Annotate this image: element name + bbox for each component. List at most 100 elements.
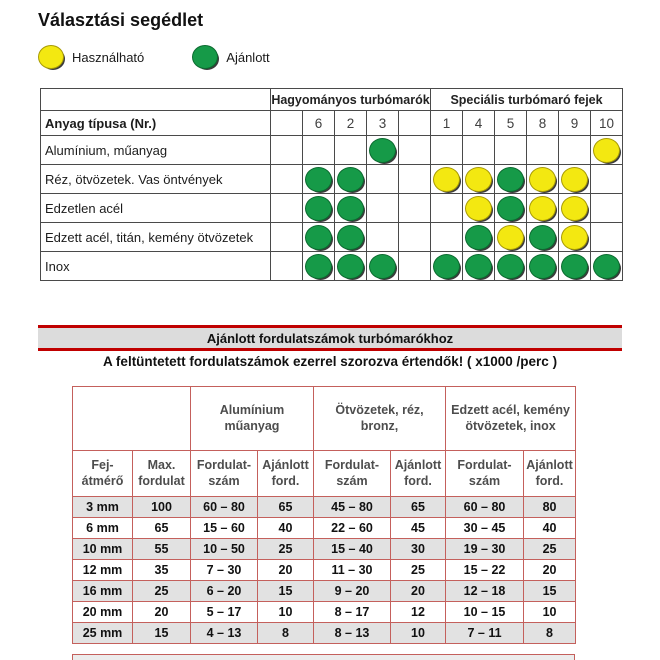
cutter-number-cell: 5	[494, 110, 527, 136]
recommended-dot-icon	[529, 224, 556, 250]
recommended-dot-icon	[497, 253, 524, 279]
cutter-number-cell: 2	[334, 110, 367, 136]
matrix-cell	[270, 135, 303, 165]
matrix-cell	[430, 135, 463, 165]
speed-subtitle: A feltüntetett fordulatszámok ezerrel sz…	[102, 354, 558, 369]
cutoff-next-row	[72, 654, 575, 660]
cutter-number-cell	[270, 110, 303, 136]
speed-value-cell: 25	[257, 538, 314, 560]
recommended-dot-icon	[337, 195, 364, 221]
speed-column-header: Max. fordulat	[132, 450, 191, 497]
speed-value-cell: 60 – 80	[445, 496, 525, 518]
matrix-row: Inox	[40, 251, 624, 281]
matrix-cell	[334, 135, 367, 165]
head-diameter-cell: 12 mm	[72, 559, 133, 581]
head-diameter-cell: 16 mm	[72, 580, 133, 602]
head-diameter-cell: 25 mm	[72, 622, 133, 644]
matrix-row: Edzett acél, titán, kemény ötvözetek	[40, 222, 624, 252]
legend-item-usable: Használható	[38, 45, 144, 69]
usable-dot-icon	[465, 195, 492, 221]
material-label: Alumínium, műanyag	[40, 135, 271, 165]
speed-column-header: Fordulat-szám	[445, 450, 525, 497]
matrix-cell	[366, 164, 399, 194]
speed-value-cell: 15 – 22	[445, 559, 525, 581]
speed-value-cell: 10	[523, 601, 577, 623]
matrix-cell	[302, 251, 335, 281]
speed-banner: Ajánlott fordulatszámok turbómarókhoz	[38, 325, 622, 351]
recommended-dot-icon	[465, 253, 492, 279]
speed-value-cell: 15 – 60	[190, 517, 258, 539]
speed-group-header: Edzett acél, kemény ötvözetek, inox	[445, 386, 577, 451]
speed-row: 20 mm 20 5 – 17 10 8 – 17 12 10 – 15 10	[72, 601, 577, 623]
matrix-cell	[462, 135, 495, 165]
matrix-cell	[366, 193, 399, 223]
matrix-cell	[334, 164, 367, 194]
legend: Használható Ajánlott	[38, 45, 270, 69]
material-type-header: Anyag típusa (Nr.)	[40, 110, 271, 136]
matrix-row: Edzetlen acél	[40, 193, 624, 223]
speed-value-cell: 10	[257, 601, 314, 623]
speed-value-cell: 8	[523, 622, 577, 644]
recommended-dot-icon	[369, 253, 396, 279]
matrix-cell	[589, 251, 624, 281]
speed-value-cell: 7 – 11	[445, 622, 525, 644]
matrix-cell	[558, 193, 591, 223]
matrix-cell	[494, 164, 527, 194]
speed-value-cell: 20	[257, 559, 314, 581]
speed-value-cell: 60 – 80	[190, 496, 258, 518]
speed-value-cell: 8 – 17	[313, 601, 391, 623]
matrix-cell	[558, 222, 591, 252]
matrix-cell	[589, 135, 624, 165]
usable-dot-icon	[561, 195, 588, 221]
speed-group-header-row: Alumínium műanyag Ötvözetek, réz, bronz, E…	[72, 386, 577, 451]
speed-value-cell: 10 – 50	[190, 538, 258, 560]
matrix-cell	[366, 135, 399, 165]
speed-row: 16 mm 25 6 – 20 15 9 – 20 20 12 – 18 15	[72, 580, 577, 602]
matrix-cell	[366, 251, 399, 281]
speed-value-cell: 20	[389, 580, 447, 602]
recommended-dot-icon	[192, 45, 219, 69]
matrix-cell	[462, 222, 495, 252]
matrix-cell	[430, 251, 463, 281]
speed-value-cell: 40	[257, 517, 314, 539]
recommended-dot-icon	[529, 253, 556, 279]
recommended-dot-icon	[497, 195, 524, 221]
cutter-number-cell: 6	[302, 110, 335, 136]
speed-value-cell: 65	[132, 517, 191, 539]
speed-value-cell: 10	[389, 622, 447, 644]
speed-value-cell: 8	[257, 622, 314, 644]
speed-group-header: Ötvözetek, réz, bronz,	[312, 386, 447, 451]
matrix-cell	[398, 251, 431, 281]
cutter-number-cell: 3	[366, 110, 399, 136]
speed-value-cell: 8 – 13	[313, 622, 391, 644]
recommended-label: Ajánlott	[226, 49, 270, 65]
matrix-cell	[558, 251, 591, 281]
matrix-cell	[589, 222, 624, 252]
cutter-number-cell: 10	[589, 110, 624, 136]
matrix-cell	[494, 193, 527, 223]
speed-value-cell: 19 – 30	[445, 538, 525, 560]
speed-value-cell: 65	[257, 496, 314, 518]
speed-banner-title: Ajánlott fordulatszámok turbómarókhoz	[206, 331, 454, 346]
matrix-cell	[462, 193, 495, 223]
matrix-cell	[558, 135, 591, 165]
speed-column-header: Fordulat-szám	[190, 450, 258, 497]
speed-value-cell: 10 – 15	[445, 601, 525, 623]
matrix-cell	[398, 135, 431, 165]
material-label: Edzetlen acél	[40, 193, 271, 223]
legend-item-recommended: Ajánlott	[192, 45, 270, 69]
speed-value-cell: 30 – 45	[445, 517, 525, 539]
recommended-dot-icon	[593, 253, 621, 279]
speed-column-header: Ajánlott ford.	[389, 450, 447, 497]
speed-value-cell: 15	[257, 580, 314, 602]
cutter-number-cell: 8	[526, 110, 559, 136]
matrix-cell	[302, 135, 335, 165]
matrix-group-header: Speciális turbómaró fejek	[429, 88, 624, 111]
matrix-cell	[462, 251, 495, 281]
recommended-dot-icon	[305, 224, 332, 250]
recommended-dot-icon	[369, 137, 396, 163]
speed-row: 25 mm 15 4 – 13 8 8 – 13 10 7 – 11 8	[72, 622, 577, 644]
speed-value-cell: 45 – 80	[313, 496, 391, 518]
matrix-cell	[430, 164, 463, 194]
matrix-cell	[398, 193, 431, 223]
